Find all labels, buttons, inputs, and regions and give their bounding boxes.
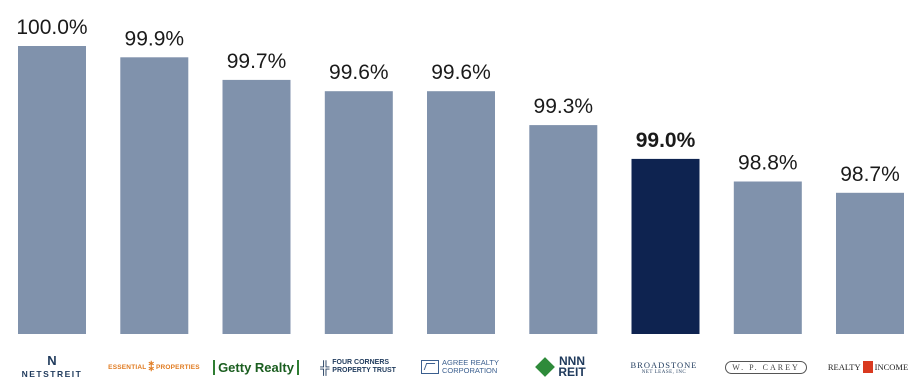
data-label-realty-income: 98.7%: [840, 163, 900, 186]
data-label-nnn-reit: 99.3%: [534, 95, 594, 118]
wp-carey-wordmark: W. P. CAREY: [725, 360, 807, 374]
getty-wordmark: Getty Realty: [213, 359, 299, 375]
logo-realty-income: REALTY INCOME: [818, 350, 918, 384]
bar-agree-realty-corporation: [427, 91, 495, 334]
bar-netstreit: [18, 46, 86, 334]
bar-chart: 100.0% 99.9% 99.7% 99.6% 99.6% 99.3% 99.0% 98.8…: [16, 16, 904, 335]
nnn-diamond-icon: [535, 357, 556, 377]
data-label-agree-realty-corporation: 99.6%: [431, 61, 491, 84]
logo-nnn-reit: NNN REIT: [512, 350, 612, 384]
data-label-netstreit: 100.0%: [16, 16, 87, 39]
logo-four-corners: ╬ FOUR CORNERS PROPERTY TRUST: [308, 350, 408, 384]
realty-income-mark-icon: [862, 361, 873, 373]
data-label-w-p-carey: 98.8%: [738, 152, 798, 175]
four-corners-line2: PROPERTY TRUST: [332, 367, 396, 374]
logo-getty-realty: Getty Realty: [206, 350, 306, 384]
agree-roof-icon: [421, 360, 440, 374]
agree-line1: AGREE REALTY: [442, 358, 499, 367]
bar-w-p-carey: [733, 181, 802, 334]
logo-essential-properties: ESSENTIAL ⁑ PROPERTIES: [104, 350, 204, 384]
broadstone-wordmark: BROADSTONE: [630, 359, 698, 370]
data-label-essential-properties: 99.9%: [125, 27, 185, 50]
bar-getty-realty: [222, 79, 291, 335]
broadstone-subtext: NET LEASE, INC: [641, 369, 687, 375]
four-corners-line1: FOUR CORNERS: [332, 359, 390, 366]
netstreit-wordmark: NETSTREIT: [21, 369, 83, 379]
bar-four-corners-property-trust: [324, 91, 393, 334]
essential-mark-icon: ⁑: [148, 361, 154, 374]
bar-nnn-reit: [529, 125, 598, 334]
essential-wordmark-right: PROPERTIES: [155, 363, 200, 371]
data-label-broadstone-net-lease: 99.0%: [636, 129, 696, 152]
logo-netstreit: N NETSTREIT: [2, 350, 102, 384]
netstreit-mark-icon: N: [47, 353, 57, 368]
four-corners-cross-icon: ╬: [320, 359, 330, 375]
nnn-line2: REIT: [558, 365, 586, 379]
data-label-getty-realty: 99.7%: [227, 50, 287, 73]
bar-broadstone-net-lease: [631, 158, 700, 334]
nnn-line1: NNN: [559, 354, 585, 368]
essential-wordmark-left: ESSENTIAL: [108, 363, 147, 371]
bar-realty-income: [836, 192, 904, 334]
logo-wp-carey: W. P. CAREY: [716, 350, 816, 384]
agree-line2: CORPORATION: [442, 366, 498, 375]
data-label-four-corners-property-trust: 99.6%: [329, 61, 389, 84]
bar-essential-properties: [120, 57, 189, 335]
logo-agree-realty: AGREE REALTY CORPORATION: [410, 350, 510, 384]
logo-broadstone: BROADSTONE NET LEASE, INC: [614, 350, 714, 384]
realty-income-left: REALTY: [827, 362, 861, 372]
realty-income-right: INCOME: [874, 362, 909, 372]
